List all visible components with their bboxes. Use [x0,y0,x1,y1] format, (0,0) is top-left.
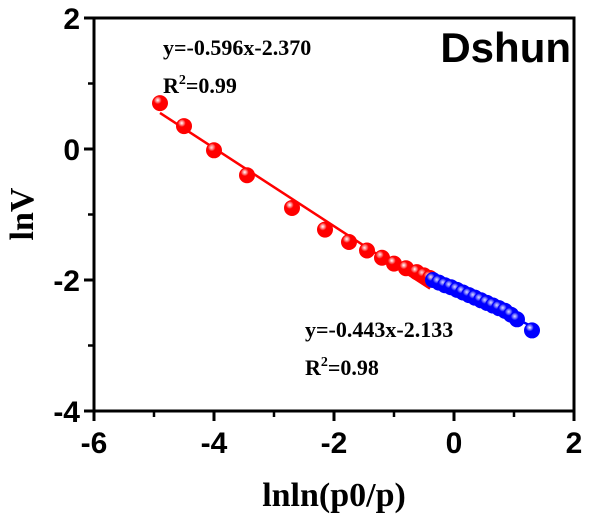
lower-fit-equation: y=-0.443x-2.133 [305,317,453,342]
data-point [239,167,255,184]
x-tick-label: -4 [201,427,228,460]
data-point [509,311,525,328]
data-point [284,199,300,216]
x-tick-label: 0 [446,427,463,460]
y-tick-label: 0 [63,134,80,167]
lower-r2-label: R [305,355,322,380]
lower-r2-sup: 2 [321,355,328,370]
lower-r2-value: =0.98 [328,355,379,380]
y-tick-label: -2 [53,265,80,298]
upper-fit-equation: y=-0.596x-2.370 [163,35,311,60]
x-tick-label: -2 [321,427,348,460]
data-point [359,242,375,259]
data-point [176,118,192,135]
upper-fit-r2: R2=0.99 [163,73,237,98]
data-point [152,95,168,112]
upper-r2-sup: 2 [179,73,186,88]
x-tick-label: 2 [566,427,583,460]
y-tick-label: 2 [63,3,80,36]
data-point [206,142,222,159]
chart-title: Dshun [440,24,571,71]
upper-r2-label: R [163,73,180,98]
data-point [524,322,540,339]
upper-r2-value: =0.99 [186,73,237,98]
ticks-layer: -6 -4 -2 0 220-2-4 [53,3,582,460]
data-point [341,234,357,251]
y-tick-label: -4 [53,396,80,429]
x-tick-label: -6 [81,427,108,460]
data-point [317,221,333,238]
x-axis-title: lnln(p0/p) [262,477,406,514]
lower-fit-r2: R2=0.98 [305,355,379,380]
y-axis-title: lnV [4,187,41,240]
plot-layer [152,95,540,339]
